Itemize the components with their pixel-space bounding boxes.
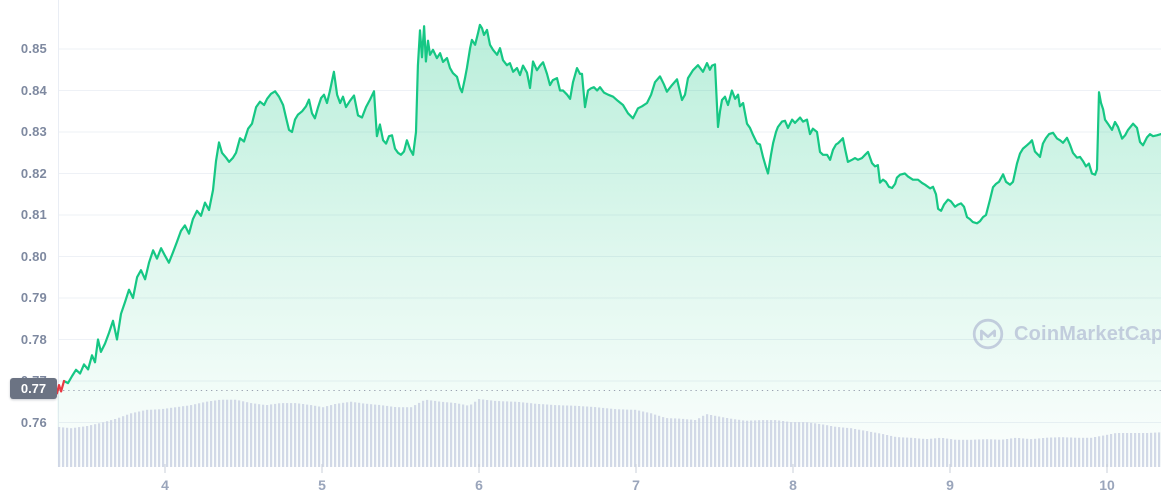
y-axis-label: 0.79 [20,290,47,305]
y-axis-label: 0.84 [20,82,47,98]
y-axis-label: 0.81 [20,207,47,222]
current-price-badge: 0.77 [10,378,57,399]
y-axis-label: 0.76 [20,414,47,430]
y-axis-label: 0.83 [20,124,47,139]
y-axis-label: 0.82 [20,165,47,181]
watermark: CoinMarketCap [971,317,1161,351]
coinmarketcap-logo-icon [972,318,1004,350]
y-axis-label: 0.78 [20,331,47,347]
volume-bars [58,399,1161,467]
y-axis-label: 0.80 [20,248,47,264]
price-line [62,23,1161,385]
y-axis: 0.850.840.830.820.810.800.790.780.770.76 [0,0,47,500]
price-area-fill [57,24,1161,468]
price-line-down-segment [55,379,66,395]
y-axis-label: 0.85 [20,41,47,56]
watermark-label: CoinMarketCap [1014,322,1161,345]
